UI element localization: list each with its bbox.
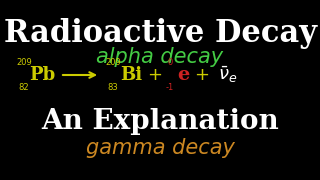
Text: $\bar{\nu}_e$: $\bar{\nu}_e$ bbox=[218, 65, 238, 85]
Text: Pb: Pb bbox=[29, 66, 55, 84]
Text: gamma decay: gamma decay bbox=[85, 138, 235, 158]
Text: 82: 82 bbox=[19, 83, 29, 92]
Text: -1: -1 bbox=[166, 83, 174, 92]
Text: +: + bbox=[148, 66, 163, 84]
Text: 0: 0 bbox=[167, 58, 172, 67]
Text: An Explanation: An Explanation bbox=[41, 108, 279, 135]
Text: 209: 209 bbox=[105, 58, 121, 67]
Text: 209: 209 bbox=[16, 58, 32, 67]
Text: +: + bbox=[195, 66, 210, 84]
Text: 83: 83 bbox=[108, 83, 118, 92]
Text: alpha decay: alpha decay bbox=[96, 47, 224, 67]
Text: Bi: Bi bbox=[120, 66, 142, 84]
Text: Radioactive Decay: Radioactive Decay bbox=[4, 18, 316, 49]
Text: e: e bbox=[177, 66, 189, 84]
